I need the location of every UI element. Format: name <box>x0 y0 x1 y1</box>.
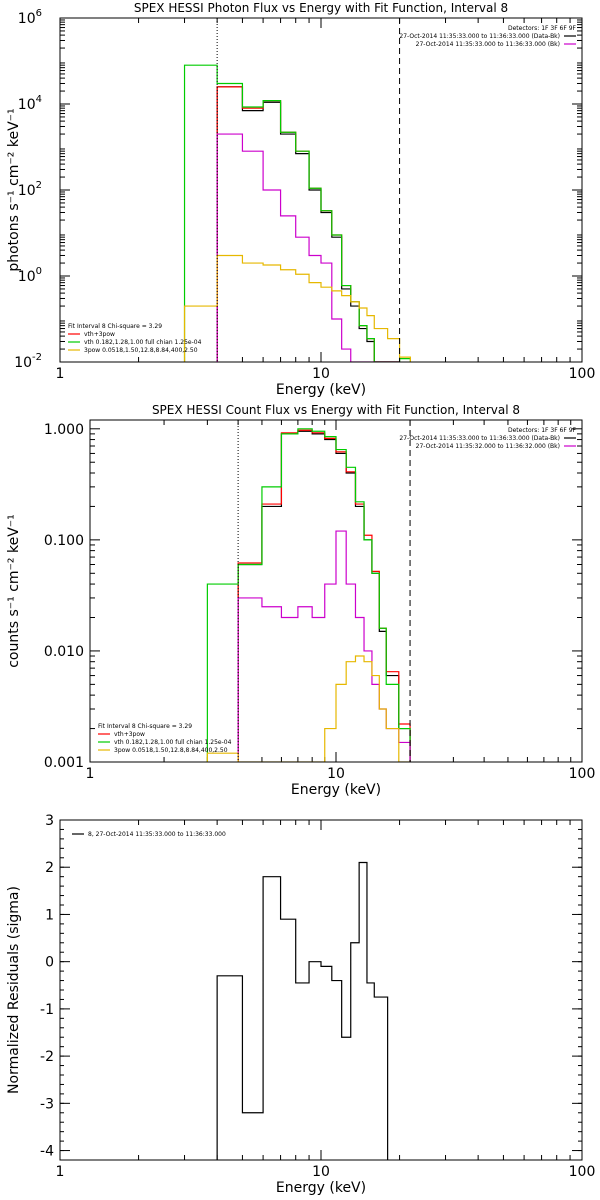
legend-header: Fit Interval 8 Chi-square = 3.29 <box>98 723 192 730</box>
y-tick-exponent: 6 <box>36 8 42 19</box>
series-line <box>206 428 411 762</box>
legend-entry: vth+3pow <box>84 331 115 338</box>
legend-entry: vth+3pow <box>114 731 145 738</box>
series-line <box>206 655 411 762</box>
y-tick-label: 104 <box>18 94 42 113</box>
y-tick-label: 0.100 <box>44 533 84 549</box>
legend-entry: vth 0.182,1.28,1.00 full chian 1.25e-04 <box>84 339 202 346</box>
y-tick-label: 1.000 <box>44 422 84 438</box>
legend-entry: 3pow 0.0518,1.50,12.8,8.84,400,2.50 <box>84 347 198 354</box>
y-tick-label: 1 <box>45 907 54 923</box>
x-axis-label: Energy (keV) <box>276 382 366 398</box>
series-group <box>206 428 411 762</box>
y-tick-base: 10 <box>18 97 36 113</box>
plot-frame <box>89 419 583 763</box>
y-tick-label: 0 <box>45 955 54 971</box>
x-tick-label: 1 <box>56 366 65 382</box>
series-line <box>216 133 400 362</box>
y-tick-label: 0.001 <box>44 755 84 771</box>
x-tick-label: 100 <box>569 766 596 782</box>
series-line <box>216 86 400 362</box>
x-axis-label: Energy (keV) <box>291 782 381 798</box>
chart-title: SPEX HESSI Photon Flux vs Energy with Fi… <box>134 1 508 15</box>
y-tick-base: 10 <box>14 355 32 371</box>
plot-frame <box>59 17 583 363</box>
y-axis-label: photons s⁻¹ cm⁻² keV⁻¹ <box>6 108 22 271</box>
y-tick-exponent: 2 <box>36 180 42 191</box>
series-line <box>183 254 411 362</box>
legend-entry: 8, 27-Oct-2014 11:35:33.000 to 11:36:33.… <box>88 831 226 838</box>
y-tick-label: -3 <box>40 1096 54 1112</box>
series-line <box>216 86 400 362</box>
y-tick-label: 100 <box>18 266 42 285</box>
legend-entry: 3pow 0.0518,1.50,12.8,8.84,400,2.50 <box>114 747 228 754</box>
x-tick-label: 1 <box>56 1164 65 1180</box>
series-group <box>216 861 389 1160</box>
y-tick-exponent: 0 <box>36 266 42 277</box>
y-tick-exponent: -2 <box>32 352 42 363</box>
count-flux-panel: SPEX HESSI Count Flux vs Energy with Fit… <box>6 403 595 798</box>
legend-header: Fit Interval 8 Chi-square = 3.29 <box>68 323 162 330</box>
x-tick-label: 10 <box>327 766 345 782</box>
y-tick-label: 2 <box>45 860 54 876</box>
y-tick-label: -2 <box>40 1049 54 1065</box>
y-tick-base: 10 <box>18 11 36 27</box>
y-tick-label: 0.010 <box>44 644 84 660</box>
plot-frame <box>59 819 583 1161</box>
x-tick-label: 10 <box>312 366 330 382</box>
y-tick-label: 3 <box>45 813 54 829</box>
x-axis-label: Energy (keV) <box>276 1180 366 1196</box>
series-line <box>183 64 411 362</box>
y-tick-base: 10 <box>18 183 36 199</box>
y-axis-label: Normalized Residuals (sigma) <box>6 886 22 1094</box>
residuals-panel: 1 10 100 -4 -3 -2 -1 0 1 2 3 Energy (keV) Normalized… <box>6 813 595 1196</box>
legend-entry: 27-Oct-2014 11:35:33.000 to 11:36:33.000… <box>399 33 560 40</box>
series-line <box>216 861 389 1160</box>
series-group <box>183 64 411 362</box>
y-tick-label: 10-2 <box>14 352 42 371</box>
x-tick-label: 100 <box>569 366 596 382</box>
chart-title: SPEX HESSI Count Flux vs Energy with Fit… <box>152 403 520 417</box>
y-tick-label: -1 <box>40 1002 54 1018</box>
legend-entry: 27-Oct-2014 11:35:32.000 to 11:36:32.000… <box>416 443 560 450</box>
legend-entry: 27-Oct-2014 11:35:33.000 to 11:36:33.000… <box>399 435 560 442</box>
legend-entry: 27-Oct-2014 11:35:33.000 to 11:36:33.000… <box>416 41 560 48</box>
series-line <box>237 429 411 762</box>
legend-header: Detectors: 1F 3F 6F 9F <box>508 427 577 434</box>
x-tick-label: 10 <box>312 1164 330 1180</box>
photon-flux-panel: SPEX HESSI Photon Flux vs Energy with Fi… <box>6 1 595 398</box>
y-tick-base: 10 <box>18 269 36 285</box>
legend-header: Detectors: 1F 3F 6F 9F <box>508 25 577 32</box>
y-axis-label: counts s⁻¹ cm⁻² keV⁻¹ <box>6 514 22 668</box>
x-tick-label: 100 <box>569 1164 596 1180</box>
y-tick-label: 106 <box>18 8 42 27</box>
x-tick-label: 1 <box>86 766 95 782</box>
y-tick-label: -4 <box>40 1144 54 1160</box>
y-tick-label: 102 <box>18 180 42 199</box>
legend-entry: vth 0.182,1.28,1.00 full chian 1.25e-04 <box>114 739 232 746</box>
y-tick-exponent: 4 <box>36 94 42 105</box>
series-line <box>237 530 411 762</box>
series-line <box>237 430 411 762</box>
